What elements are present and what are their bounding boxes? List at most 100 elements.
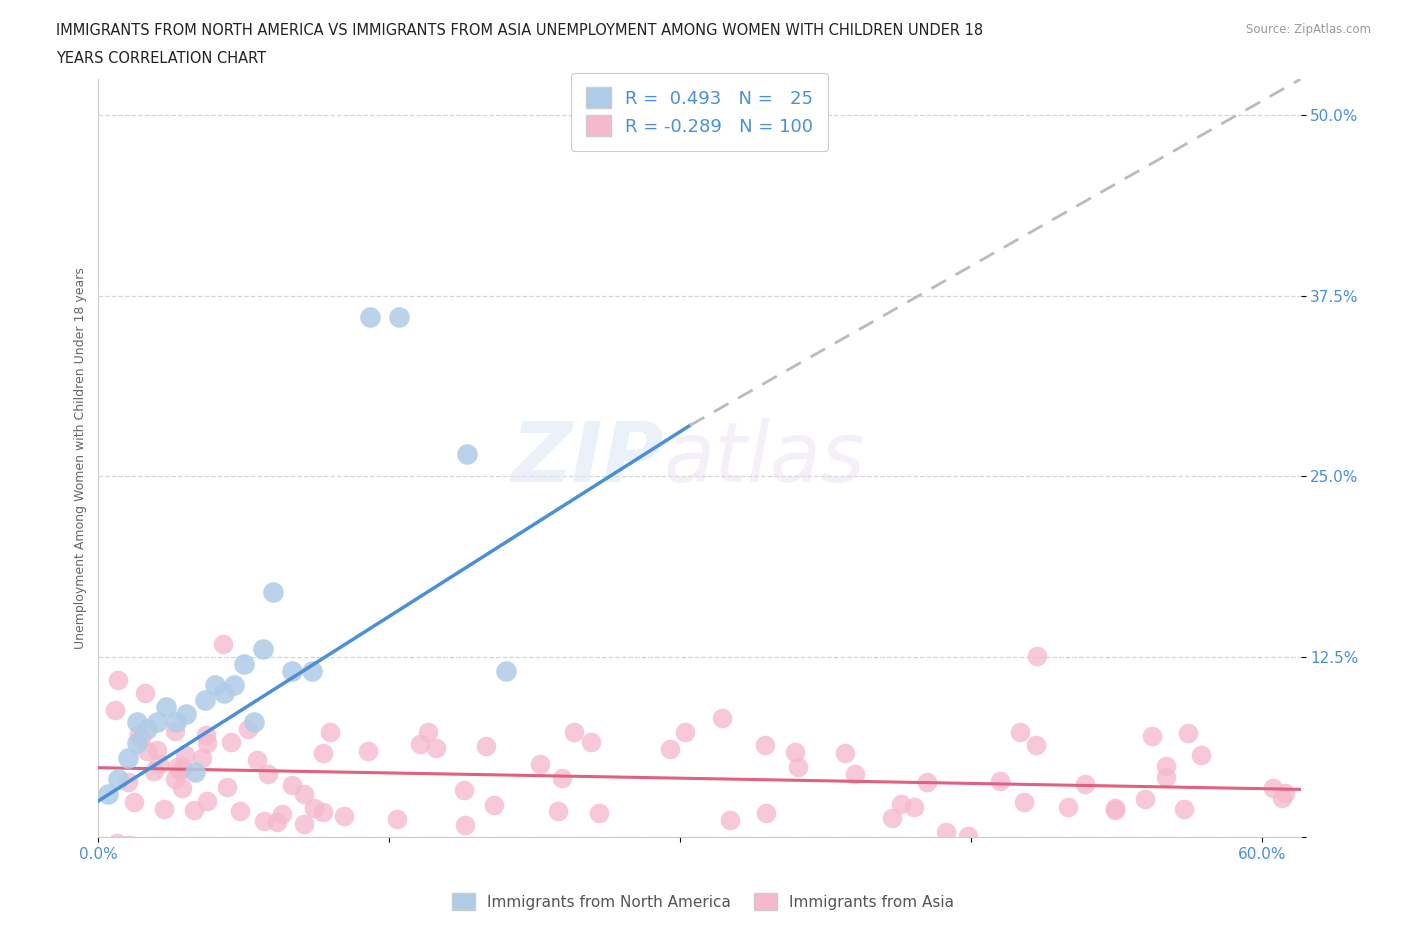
Point — [246, 752, 269, 767]
Point — [844, 767, 866, 782]
Point — [915, 775, 938, 790]
Text: YEARS CORRELATION CHART: YEARS CORRELATION CHART — [56, 51, 266, 66]
Point — [935, 825, 957, 840]
Point — [194, 693, 217, 708]
Point — [495, 663, 517, 678]
Point — [359, 310, 381, 325]
Point — [673, 724, 696, 739]
Point — [128, 727, 150, 742]
Point — [145, 714, 167, 729]
Point — [238, 722, 260, 737]
Point — [332, 809, 354, 824]
Point — [118, 838, 141, 853]
Point — [409, 737, 432, 751]
Point — [97, 786, 120, 801]
Text: ZIP: ZIP — [510, 418, 664, 498]
Point — [292, 787, 315, 802]
Point — [135, 722, 157, 737]
Point — [266, 815, 288, 830]
Point — [134, 685, 156, 700]
Point — [104, 702, 127, 717]
Point — [195, 793, 218, 808]
Point — [169, 764, 191, 778]
Point — [229, 804, 252, 818]
Point — [290, 840, 312, 855]
Legend: R =  0.493   N =   25, R = -0.289   N = 100: R = 0.493 N = 25, R = -0.289 N = 100 — [571, 73, 828, 151]
Point — [148, 757, 170, 772]
Point — [547, 804, 569, 818]
Point — [385, 812, 408, 827]
Point — [271, 806, 294, 821]
Point — [1154, 759, 1177, 774]
Point — [1198, 844, 1220, 859]
Point — [581, 734, 603, 749]
Point — [166, 760, 188, 775]
Point — [1104, 800, 1126, 815]
Point — [174, 707, 197, 722]
Point — [172, 760, 194, 775]
Point — [1026, 648, 1049, 663]
Point — [564, 724, 586, 739]
Point — [783, 745, 806, 760]
Point — [319, 724, 342, 739]
Point — [146, 742, 169, 757]
Point — [529, 757, 551, 772]
Text: Source: ZipAtlas.com: Source: ZipAtlas.com — [1246, 23, 1371, 36]
Point — [786, 760, 808, 775]
Point — [1073, 777, 1095, 791]
Point — [252, 642, 274, 657]
Point — [232, 657, 254, 671]
Point — [1014, 795, 1036, 810]
Point — [834, 745, 856, 760]
Point — [1104, 803, 1126, 817]
Point — [1133, 791, 1156, 806]
Point — [454, 817, 477, 832]
Point — [1189, 748, 1212, 763]
Point — [105, 836, 128, 851]
Point — [1271, 790, 1294, 805]
Point — [143, 764, 166, 778]
Point — [1008, 724, 1031, 739]
Point — [191, 751, 214, 766]
Point — [214, 685, 236, 700]
Point — [204, 678, 226, 693]
Point — [1025, 738, 1047, 753]
Point — [1261, 780, 1284, 795]
Point — [165, 771, 187, 786]
Point — [135, 743, 157, 758]
Point — [184, 764, 207, 779]
Point — [425, 740, 447, 755]
Point — [1154, 770, 1177, 785]
Point — [903, 800, 925, 815]
Point — [212, 637, 235, 652]
Text: atlas: atlas — [664, 418, 865, 498]
Point — [262, 584, 284, 599]
Point — [281, 663, 304, 678]
Point — [292, 817, 315, 831]
Point — [107, 772, 129, 787]
Point — [551, 771, 574, 786]
Point — [988, 774, 1011, 789]
Point — [312, 804, 335, 819]
Point — [388, 310, 411, 325]
Legend: Immigrants from North America, Immigrants from Asia: Immigrants from North America, Immigrant… — [444, 885, 962, 918]
Point — [475, 739, 498, 754]
Point — [256, 766, 278, 781]
Point — [172, 781, 194, 796]
Point — [152, 848, 174, 863]
Text: IMMIGRANTS FROM NORTH AMERICA VS IMMIGRANTS FROM ASIA UNEMPLOYMENT AMONG WOMEN W: IMMIGRANTS FROM NORTH AMERICA VS IMMIGRA… — [56, 23, 983, 38]
Point — [122, 795, 145, 810]
Point — [1142, 728, 1164, 743]
Point — [882, 811, 904, 826]
Point — [153, 802, 176, 817]
Point — [456, 447, 478, 462]
Point — [195, 736, 218, 751]
Point — [153, 846, 176, 861]
Point — [312, 745, 335, 760]
Point — [155, 699, 177, 714]
Point — [129, 731, 152, 746]
Point — [460, 848, 482, 863]
Point — [194, 727, 217, 742]
Point — [453, 783, 475, 798]
Point — [710, 711, 733, 725]
